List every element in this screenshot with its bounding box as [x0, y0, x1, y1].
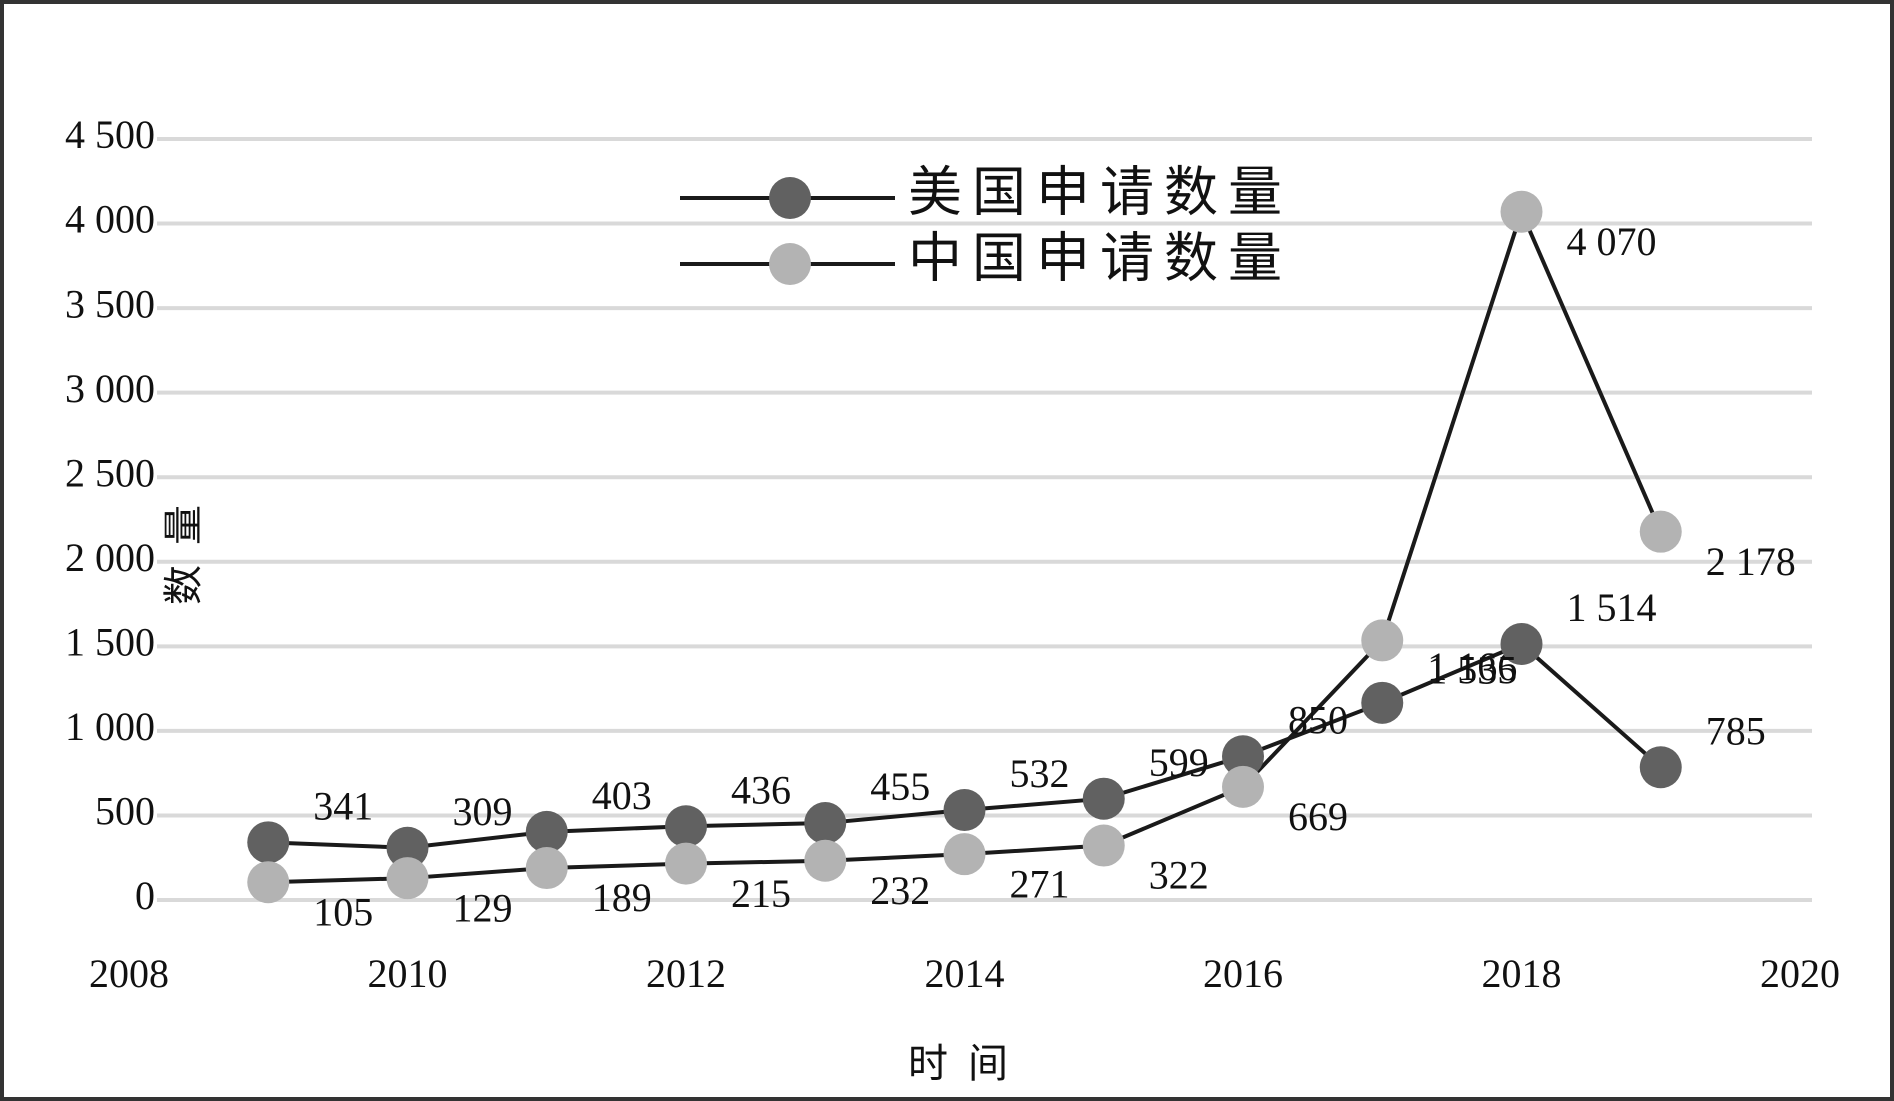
marker	[525, 810, 568, 853]
marker	[386, 857, 429, 900]
data-label: 532	[1010, 751, 1070, 796]
marker	[1361, 681, 1404, 724]
data-label: 4 070	[1567, 219, 1657, 264]
data-label: 850	[1288, 697, 1348, 742]
marker	[1500, 622, 1543, 665]
y-tick-label: 3 500	[65, 281, 155, 326]
data-label: 1 514	[1567, 585, 1657, 630]
y-tick-label: 4 000	[65, 197, 155, 242]
y-tick-label: 2 000	[65, 535, 155, 580]
marker	[665, 842, 707, 885]
y-tick-label: 4 500	[65, 112, 155, 157]
data-label: 785	[1706, 708, 1766, 753]
data-label: 436	[731, 767, 791, 812]
marker	[1639, 510, 1682, 553]
y-tick-label: 500	[95, 789, 155, 834]
marker	[804, 839, 847, 882]
marker	[247, 861, 290, 904]
x-tick-label: 2020	[1760, 951, 1840, 996]
x-axis-label: 时间	[908, 1041, 1028, 1086]
data-label: 129	[453, 885, 513, 930]
marker	[247, 821, 290, 864]
y-tick-label: 3 000	[65, 366, 155, 411]
legend-label: 中国申请数量	[908, 228, 1292, 288]
marker	[525, 847, 568, 890]
marker	[1222, 735, 1264, 778]
marker	[943, 833, 986, 876]
marker	[1500, 190, 1543, 233]
data-label: 2 178	[1706, 539, 1796, 584]
marker	[943, 789, 986, 832]
data-label: 1 535	[1427, 648, 1517, 693]
marker	[804, 802, 847, 845]
y-tick-label: 2 500	[65, 450, 155, 495]
marker	[1082, 824, 1125, 867]
data-label: 669	[1288, 794, 1348, 839]
x-tick-label: 2016	[1203, 951, 1283, 996]
x-tick-label: 2012	[646, 951, 726, 996]
marker	[665, 805, 707, 848]
data-label: 105	[313, 889, 373, 934]
y-tick-label: 1 500	[65, 620, 155, 665]
data-label: 189	[592, 875, 652, 920]
x-tick-label: 2014	[925, 951, 1005, 996]
data-label: 309	[453, 789, 513, 834]
data-label: 599	[1149, 740, 1209, 785]
y-axis-label: 数量	[161, 485, 206, 605]
marker	[1361, 619, 1404, 662]
data-label: 403	[592, 773, 652, 818]
data-label: 322	[1149, 853, 1209, 898]
legend-marker	[769, 177, 811, 219]
marker	[1639, 746, 1682, 789]
y-tick-label: 0	[135, 873, 155, 918]
data-label: 232	[870, 868, 930, 913]
data-label: 455	[870, 764, 930, 809]
legend-label: 美国申请数量	[908, 162, 1292, 222]
marker	[1082, 777, 1125, 820]
x-tick-label: 2008	[89, 951, 169, 996]
marker	[1222, 765, 1264, 808]
x-tick-label: 2018	[1482, 951, 1562, 996]
x-tick-label: 2010	[368, 951, 448, 996]
marker	[386, 826, 429, 869]
data-label: 271	[1010, 861, 1070, 906]
y-tick-label: 1 000	[65, 704, 155, 749]
data-label: 341	[313, 784, 373, 829]
legend-marker	[769, 243, 811, 285]
data-label: 215	[731, 871, 791, 916]
